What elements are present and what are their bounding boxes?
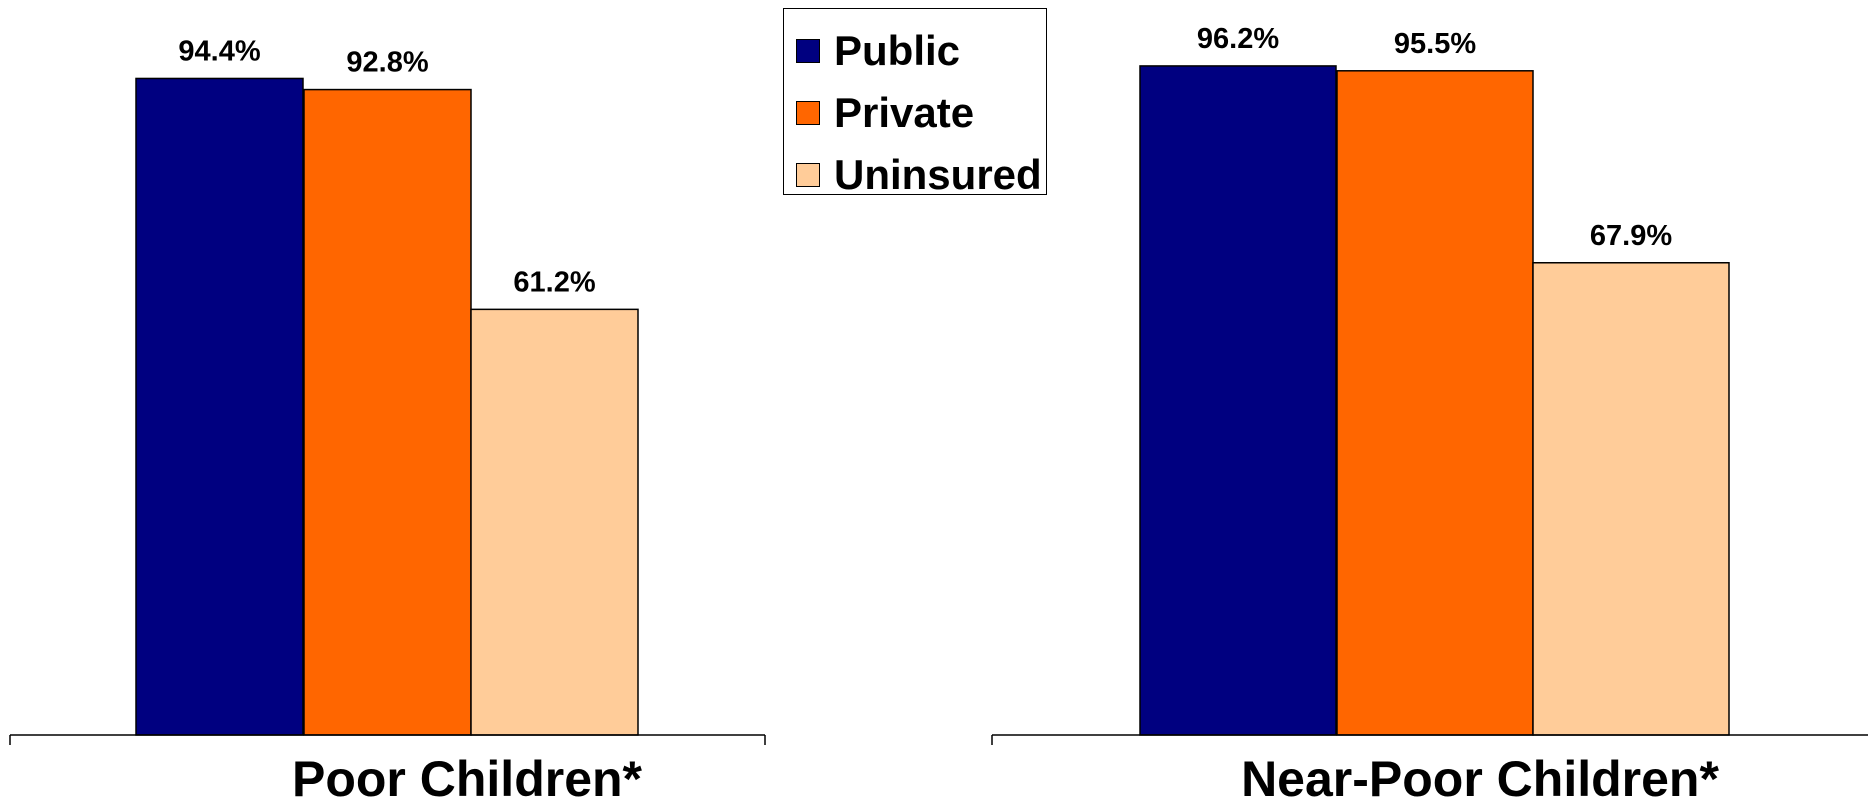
data-label-poor-public: 94.4% <box>178 35 260 67</box>
legend-label-private: Private <box>834 89 975 136</box>
bar-near-poor-uninsured <box>1532 262 1730 736</box>
legend-item-private: Private <box>796 89 974 137</box>
legend: Public Private Uninsured <box>783 8 1047 198</box>
data-label-near-poor-uninsured: 67.9% <box>1590 220 1672 252</box>
bar-poor-private <box>303 88 472 736</box>
bar-near-poor-public <box>1139 65 1337 736</box>
data-label-poor-private: 92.8% <box>346 47 428 79</box>
legend-label-public: Public <box>834 27 961 74</box>
legend-swatch-private <box>796 101 820 125</box>
legend-label-uninsured: Uninsured <box>834 151 1042 198</box>
data-label-poor-uninsured: 61.2% <box>513 266 595 298</box>
bar-poor-uninsured <box>470 308 639 736</box>
legend-item-public: Public <box>796 27 960 75</box>
bar-near-poor-private <box>1336 70 1534 736</box>
category-label-poor: Poor Children* <box>292 751 643 802</box>
category-label-near-poor: Near-Poor Children* <box>1241 751 1719 802</box>
legend-swatch-uninsured <box>796 163 820 187</box>
legend-item-uninsured: Uninsured <box>796 151 1042 199</box>
legend-swatch-public <box>796 39 820 63</box>
data-label-near-poor-private: 95.5% <box>1394 28 1476 60</box>
bar-poor-public <box>135 77 304 736</box>
data-label-near-poor-public: 96.2% <box>1197 23 1279 55</box>
